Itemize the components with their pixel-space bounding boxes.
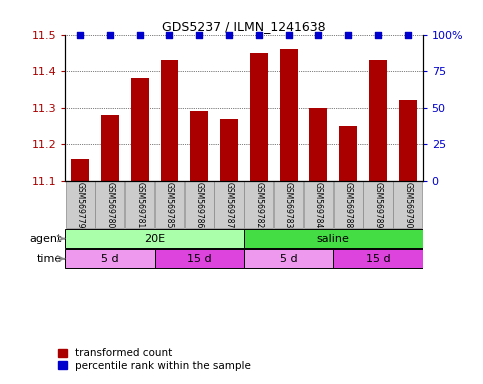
- Bar: [220, 119, 238, 181]
- Point: [255, 31, 263, 38]
- Text: 5 d: 5 d: [280, 254, 298, 264]
- Text: GSM569788: GSM569788: [344, 182, 353, 228]
- FancyBboxPatch shape: [333, 250, 423, 268]
- Text: agent: agent: [29, 233, 62, 243]
- Point: [404, 31, 412, 38]
- Text: GSM569785: GSM569785: [165, 182, 174, 228]
- FancyBboxPatch shape: [244, 250, 333, 268]
- Text: GSM569783: GSM569783: [284, 182, 293, 228]
- Bar: [250, 53, 268, 181]
- Text: GSM569790: GSM569790: [403, 182, 412, 228]
- Bar: [160, 60, 178, 181]
- Point: [166, 31, 173, 38]
- FancyBboxPatch shape: [214, 181, 243, 228]
- Text: GSM569782: GSM569782: [255, 182, 263, 228]
- Point: [195, 31, 203, 38]
- FancyBboxPatch shape: [185, 181, 214, 228]
- Bar: [71, 159, 89, 181]
- FancyBboxPatch shape: [334, 181, 363, 228]
- Text: saline: saline: [317, 233, 350, 243]
- Text: 15 d: 15 d: [187, 254, 212, 264]
- FancyBboxPatch shape: [65, 250, 155, 268]
- Text: GSM569780: GSM569780: [105, 182, 114, 228]
- Point: [374, 31, 382, 38]
- Bar: [310, 108, 327, 181]
- FancyBboxPatch shape: [155, 250, 244, 268]
- Point: [225, 31, 233, 38]
- Point: [314, 31, 322, 38]
- Bar: [399, 101, 417, 181]
- Text: GSM569781: GSM569781: [135, 182, 144, 228]
- Bar: [280, 49, 298, 181]
- FancyBboxPatch shape: [95, 181, 125, 228]
- Bar: [339, 126, 357, 181]
- FancyBboxPatch shape: [66, 181, 95, 228]
- FancyBboxPatch shape: [274, 181, 303, 228]
- Text: GSM569786: GSM569786: [195, 182, 204, 228]
- Text: 20E: 20E: [144, 233, 165, 243]
- Text: time: time: [36, 254, 62, 264]
- FancyBboxPatch shape: [155, 181, 184, 228]
- FancyBboxPatch shape: [244, 181, 273, 228]
- FancyBboxPatch shape: [244, 229, 423, 248]
- Text: 15 d: 15 d: [366, 254, 390, 264]
- Text: 5 d: 5 d: [101, 254, 119, 264]
- Point: [285, 31, 293, 38]
- Point: [76, 31, 84, 38]
- Text: GSM569779: GSM569779: [76, 182, 85, 228]
- Bar: [369, 60, 387, 181]
- FancyBboxPatch shape: [393, 181, 422, 228]
- Title: GDS5237 / ILMN_1241638: GDS5237 / ILMN_1241638: [162, 20, 326, 33]
- Bar: [190, 111, 208, 181]
- Point: [344, 31, 352, 38]
- Legend: transformed count, percentile rank within the sample: transformed count, percentile rank withi…: [54, 344, 256, 375]
- FancyBboxPatch shape: [304, 181, 333, 228]
- Point: [136, 31, 143, 38]
- FancyBboxPatch shape: [125, 181, 154, 228]
- Bar: [101, 115, 119, 181]
- Text: GSM569789: GSM569789: [373, 182, 383, 228]
- Point: [106, 31, 114, 38]
- FancyBboxPatch shape: [65, 229, 244, 248]
- Bar: [131, 78, 149, 181]
- Text: GSM569784: GSM569784: [314, 182, 323, 228]
- Text: GSM569787: GSM569787: [225, 182, 233, 228]
- FancyBboxPatch shape: [363, 181, 393, 228]
